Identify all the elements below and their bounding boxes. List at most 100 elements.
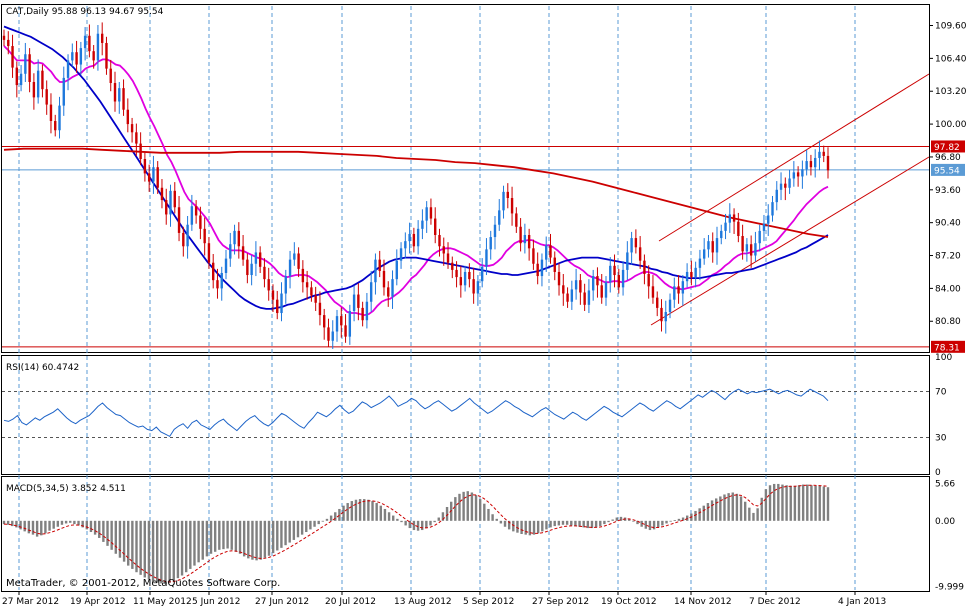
- macd-bar: [209, 520, 213, 554]
- macd-bar: [777, 483, 780, 521]
- macd-bar: [106, 520, 109, 546]
- macd-bar: [321, 520, 325, 522]
- candle-body: [297, 253, 300, 269]
- macd-bar: [247, 520, 250, 559]
- macd-bar: [118, 520, 122, 558]
- candle-body: [19, 73, 23, 86]
- macd-bar: [127, 520, 130, 566]
- macd-bar: [172, 520, 175, 581]
- candle-body: [668, 299, 672, 313]
- macd-bar: [677, 518, 681, 521]
- candle-body: [113, 83, 117, 102]
- candle-body: [489, 237, 492, 250]
- macd-bar: [541, 520, 544, 532]
- candle-body: [510, 198, 514, 214]
- price-axis-label: 80.80: [935, 317, 961, 327]
- macd-bar: [334, 512, 337, 521]
- candle-body: [2, 35, 6, 40]
- candle-body: [630, 238, 633, 253]
- candle-body: [173, 190, 176, 208]
- candle-body: [378, 259, 381, 271]
- candle-body: [143, 159, 147, 174]
- candle-body: [32, 81, 36, 98]
- candle-body: [177, 207, 181, 233]
- candle-body: [122, 88, 125, 110]
- macd-bar: [483, 503, 486, 521]
- candle-body: [502, 191, 505, 211]
- macd-bar: [48, 520, 51, 531]
- macd-bar: [421, 520, 424, 531]
- candle-body: [583, 292, 586, 305]
- candle-body: [660, 307, 663, 322]
- candle-body: [66, 60, 70, 78]
- price-axis-label: 87.20: [935, 252, 961, 262]
- candle-body: [779, 183, 783, 190]
- candle-body: [186, 224, 189, 247]
- candle-body: [685, 271, 689, 282]
- macd-bar: [296, 520, 300, 538]
- candle-body: [62, 77, 65, 106]
- macd-bar: [6, 520, 10, 525]
- time-axis-label: 4 Jan 2013: [838, 597, 886, 607]
- candle-body: [160, 187, 164, 201]
- macd-bar: [81, 520, 84, 528]
- time-axis-label: 27 Sep 2012: [532, 597, 589, 607]
- candle-body: [720, 230, 723, 239]
- macd-bar: [648, 520, 652, 531]
- macd-bar: [599, 520, 602, 527]
- macd-bar: [586, 520, 590, 529]
- macd-bar: [11, 520, 14, 527]
- macd-bar: [578, 520, 581, 527]
- level-tag-label: 97.82: [934, 143, 960, 153]
- macd-bar: [60, 520, 64, 525]
- macd-bar: [723, 494, 726, 521]
- candle-body: [579, 280, 582, 293]
- macd-bar: [818, 485, 821, 521]
- candle-body: [310, 287, 313, 296]
- candle-body: [429, 207, 433, 219]
- macd-bar: [40, 520, 43, 536]
- ma-line: [3, 147, 829, 238]
- candle-body: [41, 70, 44, 90]
- macd-bar: [806, 484, 809, 521]
- macd-bar: [400, 520, 403, 523]
- macd-bar: [73, 520, 76, 525]
- macd-bar: [404, 520, 407, 526]
- candle-body: [694, 267, 697, 278]
- price-panel-title: CAT,Daily 95.88 96.13 94.67 95.54: [6, 7, 164, 17]
- candle-body: [459, 277, 463, 286]
- macd-bar: [189, 520, 192, 569]
- macd-bar: [433, 520, 436, 523]
- macd-bar: [727, 493, 730, 521]
- time-axis: 27 Mar 2012 19 Apr 2012 11 May 2012 5 Jun 2…: [2, 591, 886, 607]
- candle-body: [126, 109, 130, 125]
- candle-body: [707, 241, 710, 250]
- macd-bar: [56, 520, 60, 527]
- candle-body: [156, 167, 159, 188]
- candle-body: [613, 265, 616, 276]
- candle-body: [224, 258, 228, 273]
- macd-bar: [93, 520, 97, 535]
- macd-bar: [251, 520, 254, 560]
- macd-bar: [574, 520, 577, 527]
- candle-body: [412, 233, 416, 247]
- candle-body: [58, 105, 61, 131]
- candle-body: [54, 121, 57, 131]
- macd-bar: [89, 520, 93, 533]
- macd-bar: [669, 520, 672, 522]
- macd-bar: [85, 520, 89, 530]
- candle-body: [88, 35, 91, 52]
- macd-bar: [445, 506, 449, 521]
- macd-bar: [271, 520, 275, 554]
- candle-body: [203, 228, 206, 244]
- rsi-panel-title: RSI(14) 60.4742: [6, 363, 79, 373]
- price-axis-label: 90.40: [935, 219, 961, 229]
- macd-bar: [764, 489, 768, 521]
- candle-body: [570, 289, 574, 302]
- price-axis-label: 103.20: [935, 87, 967, 97]
- time-axis-label: 11 May 2012: [133, 597, 192, 607]
- candle-body: [545, 245, 548, 260]
- candle-body: [182, 232, 185, 247]
- macd-bar: [317, 520, 320, 525]
- candle-body: [796, 172, 800, 177]
